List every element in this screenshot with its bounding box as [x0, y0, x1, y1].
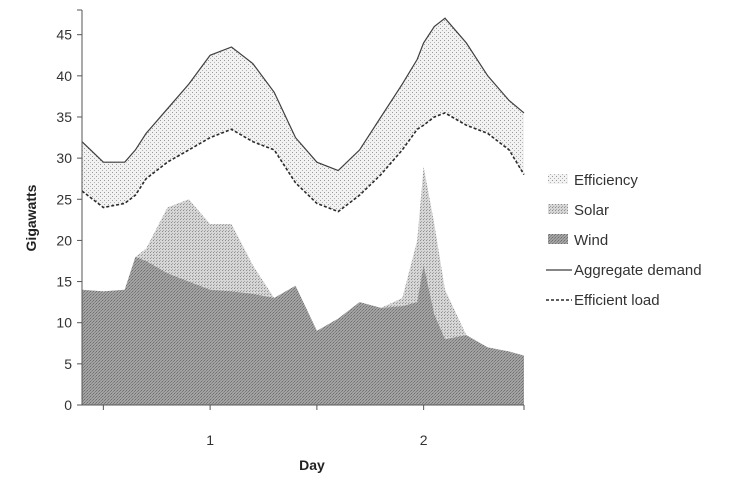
legend-item-efficiency: Efficiency — [548, 172, 638, 189]
x-tick-label: 1 — [206, 432, 214, 448]
legend-swatch — [548, 204, 568, 214]
x-tick-label: 2 — [420, 432, 428, 448]
y-axis-label: Gigawatts — [23, 184, 39, 251]
legend-label: Solar — [574, 202, 609, 219]
legend-item-efficient-load: Efficient load — [546, 292, 660, 309]
plot-area — [81, 17, 525, 405]
legend-item-aggregate-demand: Aggregate demand — [546, 262, 702, 279]
series-efficient-load-line — [81, 112, 525, 213]
y-tick-label: 40 — [56, 68, 72, 84]
y-tick-label: 5 — [64, 356, 72, 372]
legend-label: Aggregate demand — [574, 262, 702, 279]
legend: Efficiency Solar Wind Aggregate demand Effic… — [546, 172, 702, 309]
legend-swatch — [548, 174, 568, 184]
series-wind-area — [82, 256, 524, 405]
x-axis-label: Day — [299, 457, 325, 473]
y-tick-label: 10 — [56, 315, 72, 331]
y-tick-label: 15 — [56, 274, 72, 290]
legend-item-solar: Solar — [548, 202, 609, 219]
legend-label: Efficiency — [574, 172, 638, 189]
legend-item-wind: Wind — [548, 232, 608, 249]
legend-label: Efficient load — [574, 292, 660, 309]
y-tick-label: 45 — [56, 27, 72, 43]
y-tick-label: 25 — [56, 191, 72, 207]
legend-label: Wind — [574, 232, 608, 249]
y-tick-label: 35 — [56, 109, 72, 125]
series-aggregate-demand-line — [81, 17, 525, 172]
series-efficiency-area — [82, 18, 524, 212]
y-tick-label: 20 — [56, 232, 72, 248]
y-tick-label: 0 — [64, 397, 72, 413]
axes: 0 5 10 15 20 25 30 35 40 45 1 2 — [56, 9, 525, 448]
legend-swatch — [548, 234, 568, 244]
y-tick-label: 30 — [56, 150, 72, 166]
